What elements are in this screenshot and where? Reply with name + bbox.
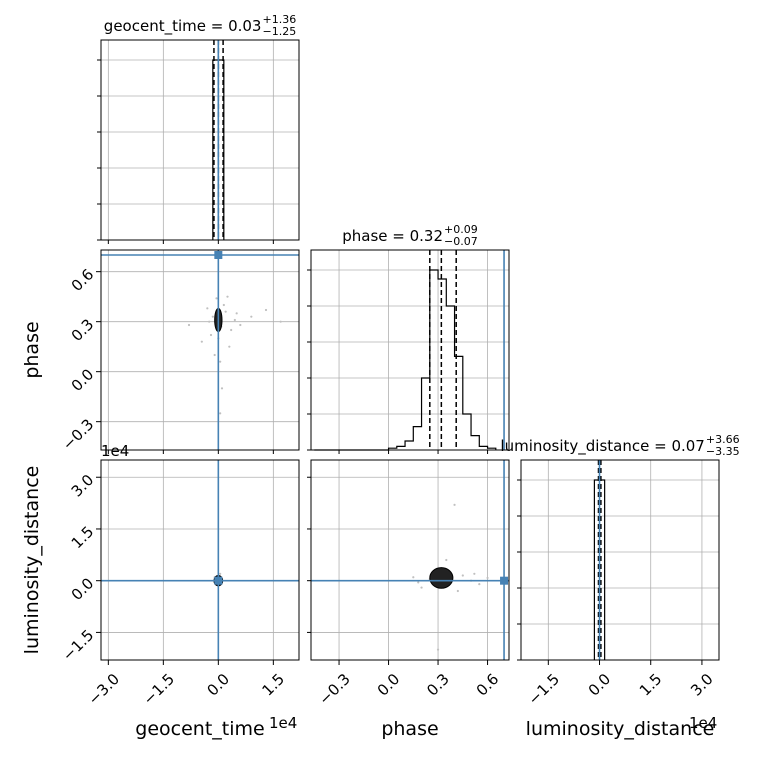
sample-point [436, 648, 440, 651]
sample-point [219, 412, 222, 415]
sample-point [215, 297, 218, 300]
x-tick-label: 1.5 [258, 670, 288, 700]
y-axis-label: luminosity_distance [21, 466, 43, 655]
x-tick-label: 3.0 [687, 670, 717, 700]
sample-point [230, 328, 233, 332]
panel-phase_luminosity_distance [311, 460, 509, 660]
sample-point [226, 295, 229, 298]
density-contour [429, 567, 454, 589]
title-plus: +1.36 [262, 13, 296, 26]
y-tick-label: 3.0 [68, 471, 98, 501]
title-value: geocent_time = 0.03 [104, 17, 262, 36]
hist-frame [310, 249, 510, 451]
panel-geocent_time_phase [101, 250, 299, 450]
sample-point [211, 315, 214, 318]
sample-point [219, 572, 222, 575]
sample-point [213, 353, 216, 357]
y-tick-label: −0.3 [59, 415, 97, 453]
x-axis-label: luminosity_distance [526, 718, 715, 740]
sample-point [461, 574, 464, 577]
panel-frame [310, 459, 510, 661]
x-tick-label: 0.0 [203, 670, 233, 700]
sample-point [420, 586, 423, 589]
x-axis-label: geocent_time [135, 718, 264, 740]
sample-point [279, 320, 282, 323]
truth-marker [214, 251, 223, 259]
y-tick-label: 0.6 [68, 265, 98, 295]
sample-point [208, 320, 211, 323]
hist-step [314, 269, 497, 451]
title-minus: −3.35 [706, 445, 740, 458]
x-tick-label: 0.6 [473, 670, 503, 700]
title-value: luminosity_distance = 0.07 [500, 437, 704, 456]
y-tick-label: 0.3 [68, 315, 98, 345]
x-axis-label: phase [381, 718, 438, 740]
sample-point [200, 340, 203, 343]
y-offset-label: 1e4 [101, 442, 129, 460]
sample-point [219, 360, 222, 363]
sample-point [264, 308, 268, 312]
sample-point [417, 581, 420, 584]
x-tick-label: 0.0 [585, 670, 615, 700]
x-tick-label: −1.5 [140, 670, 178, 708]
sample-point [456, 589, 459, 593]
sample-point [220, 387, 224, 390]
sample-point [222, 303, 225, 307]
sample-point [473, 572, 476, 575]
title-luminosity_distance: luminosity_distance = 0.07 +3.66−3.35 [500, 433, 739, 458]
sample-point [235, 312, 238, 315]
x-tick-label: −0.3 [315, 670, 353, 708]
sample-point [224, 310, 227, 313]
panel-geocent_time_luminosity_distance [101, 460, 299, 660]
sample-point [478, 583, 481, 586]
x-tick-label: −1.5 [525, 670, 563, 708]
x-tick-label: −3.0 [85, 670, 123, 708]
title-value: phase = 0.32 [342, 227, 443, 245]
title-geocent_time: geocent_time = 0.03 +1.36−1.25 [104, 13, 296, 38]
sample-point [453, 503, 456, 506]
panel-frame [100, 249, 300, 451]
sample-point [206, 307, 209, 310]
sample-point [239, 323, 242, 327]
hist-panel-geocent_time [97, 40, 299, 241]
sample-point [233, 318, 236, 322]
x-tick-label: 1.5 [636, 670, 666, 700]
hist-panel-phase [307, 250, 509, 451]
x-tick-label: 0.3 [423, 670, 453, 700]
title-plus: +3.66 [706, 433, 740, 446]
sample-point [250, 315, 253, 318]
sample-point [187, 323, 191, 327]
sample-point [228, 345, 231, 348]
hist-frame [520, 459, 720, 661]
sample-point [486, 576, 489, 580]
x-offset-label: 1e4 [269, 714, 297, 732]
truth-marker [500, 576, 509, 585]
sample-point [412, 576, 415, 579]
y-tick-label: 0.0 [68, 574, 98, 604]
x-offset-label: 1e4 [689, 714, 717, 732]
title-minus: −1.25 [262, 25, 296, 38]
sample-point [209, 333, 213, 337]
truth-marker [214, 576, 223, 585]
panel-frame [100, 459, 300, 661]
x-tick-label: 0.0 [374, 670, 404, 700]
y-tick-label: 0.0 [68, 365, 98, 395]
title-minus: −0.07 [444, 235, 478, 248]
sample-point [445, 558, 448, 562]
y-tick-label: −1.5 [59, 626, 97, 664]
hist-panel-luminosity_distance [517, 460, 719, 661]
title-plus: +0.09 [444, 223, 478, 236]
y-axis-label: phase [21, 321, 43, 378]
hist-frame [100, 39, 300, 241]
y-tick-label: 1.5 [68, 523, 98, 553]
title-phase: phase = 0.32 +0.09−0.07 [342, 223, 478, 248]
